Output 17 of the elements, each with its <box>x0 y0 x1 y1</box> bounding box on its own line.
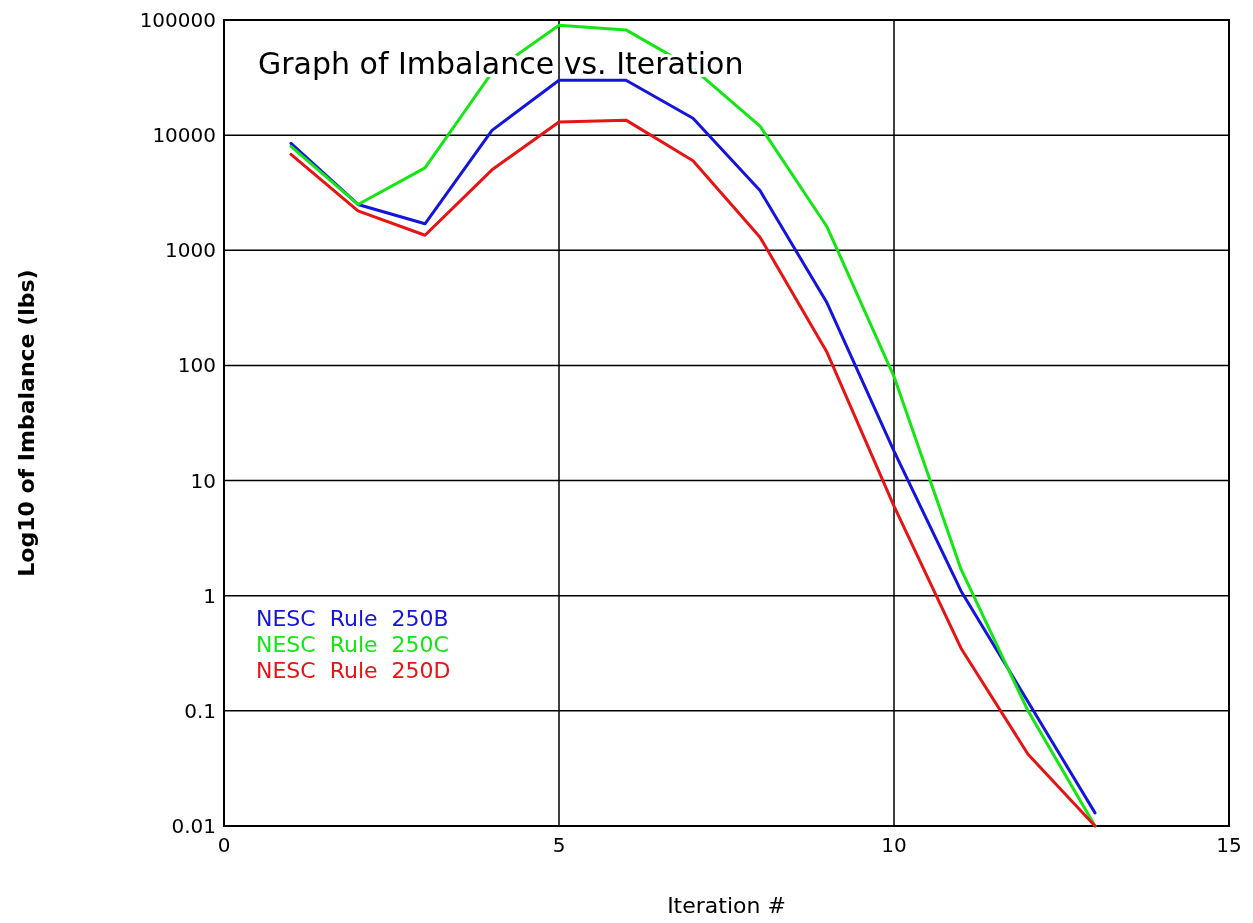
y-axis-title: Log10 of Imbalance (lbs) <box>14 269 39 577</box>
text: NESC Rule 250D <box>256 658 451 683</box>
y-tick-label: 100000 <box>139 8 216 32</box>
text: NESC Rule 250C <box>256 632 449 657</box>
y-tick-label: 0.1 <box>184 698 216 723</box>
y-tick-label: 0.01 <box>171 814 216 838</box>
y-tick-label: 1000 <box>165 238 216 263</box>
x-tick-label: 0 <box>217 833 231 857</box>
y-tick-label: 10 <box>190 468 216 493</box>
y-tick-label: 100 <box>177 353 216 378</box>
x-tick-label: 10 <box>881 833 907 857</box>
y-tick-label: 1 <box>203 583 216 608</box>
text: NESC Rule 250B <box>256 606 449 631</box>
x-axis-title: Iteration # <box>667 893 786 918</box>
x-tick-label: 5 <box>552 833 566 857</box>
x-tick-label: 15 <box>1216 833 1242 857</box>
y-tick-label: 10000 <box>152 123 216 148</box>
